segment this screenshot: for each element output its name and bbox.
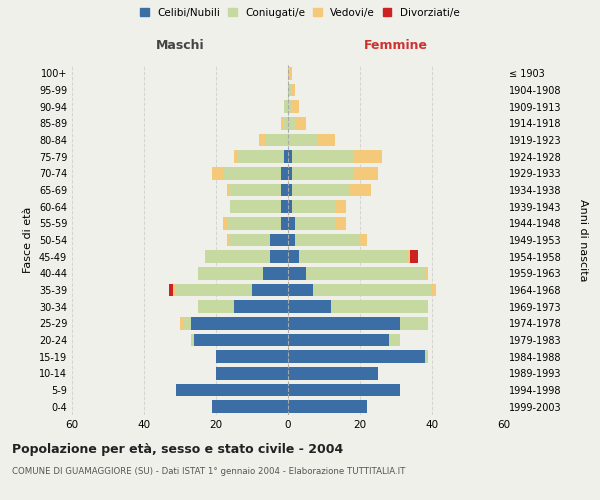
- Bar: [230, 184, 281, 196]
- Bar: [349, 184, 371, 196]
- Y-axis label: Anni di nascita: Anni di nascita: [578, 198, 588, 281]
- Bar: [227, 217, 281, 230]
- Bar: [266, 134, 288, 146]
- Bar: [205, 250, 270, 263]
- Bar: [270, 250, 288, 263]
- Bar: [176, 384, 288, 396]
- Bar: [432, 284, 436, 296]
- Bar: [270, 234, 288, 246]
- Bar: [234, 300, 288, 313]
- Bar: [216, 367, 288, 380]
- Bar: [212, 167, 223, 179]
- Bar: [292, 84, 295, 96]
- Bar: [407, 250, 410, 263]
- Bar: [169, 284, 173, 296]
- Bar: [288, 400, 367, 413]
- Bar: [194, 334, 288, 346]
- Bar: [259, 134, 266, 146]
- Bar: [331, 300, 428, 313]
- Bar: [281, 184, 288, 196]
- Bar: [184, 317, 191, 330]
- Bar: [295, 234, 360, 246]
- Bar: [353, 167, 378, 179]
- Text: Maschi: Maschi: [155, 38, 205, 52]
- Bar: [335, 217, 346, 230]
- Bar: [288, 350, 425, 363]
- Bar: [281, 200, 288, 213]
- Bar: [281, 117, 284, 130]
- Bar: [288, 200, 292, 213]
- Bar: [223, 167, 281, 179]
- Bar: [284, 100, 288, 113]
- Bar: [295, 117, 306, 130]
- Bar: [317, 134, 335, 146]
- Bar: [288, 67, 292, 80]
- Bar: [288, 134, 317, 146]
- Bar: [288, 367, 378, 380]
- Bar: [288, 300, 331, 313]
- Bar: [191, 334, 194, 346]
- Bar: [292, 150, 353, 163]
- Bar: [281, 217, 288, 230]
- Bar: [227, 184, 230, 196]
- Text: Popolazione per età, sesso e stato civile - 2004: Popolazione per età, sesso e stato civil…: [12, 442, 343, 456]
- Bar: [288, 84, 292, 96]
- Bar: [288, 384, 400, 396]
- Bar: [288, 234, 295, 246]
- Bar: [360, 234, 367, 246]
- Bar: [288, 284, 313, 296]
- Bar: [198, 267, 263, 280]
- Bar: [292, 100, 299, 113]
- Bar: [288, 317, 400, 330]
- Bar: [313, 284, 432, 296]
- Bar: [288, 334, 389, 346]
- Bar: [230, 200, 281, 213]
- Bar: [292, 167, 353, 179]
- Bar: [173, 284, 176, 296]
- Text: COMUNE DI GUAMAGGIORE (SU) - Dati ISTAT 1° gennaio 2004 - Elaborazione TUTTITALI: COMUNE DI GUAMAGGIORE (SU) - Dati ISTAT …: [12, 468, 406, 476]
- Bar: [295, 217, 335, 230]
- Bar: [288, 250, 299, 263]
- Text: Femmine: Femmine: [364, 38, 428, 52]
- Bar: [238, 150, 284, 163]
- Bar: [292, 184, 349, 196]
- Bar: [288, 267, 306, 280]
- Bar: [284, 150, 288, 163]
- Bar: [306, 267, 425, 280]
- Bar: [425, 267, 428, 280]
- Bar: [425, 350, 428, 363]
- Bar: [234, 150, 238, 163]
- Bar: [288, 217, 295, 230]
- Bar: [230, 234, 270, 246]
- Bar: [281, 167, 288, 179]
- Bar: [198, 300, 234, 313]
- Bar: [191, 317, 288, 330]
- Bar: [288, 100, 292, 113]
- Y-axis label: Fasce di età: Fasce di età: [23, 207, 33, 273]
- Bar: [288, 150, 292, 163]
- Bar: [252, 284, 288, 296]
- Bar: [288, 184, 292, 196]
- Bar: [263, 267, 288, 280]
- Bar: [353, 150, 382, 163]
- Bar: [292, 200, 335, 213]
- Bar: [400, 317, 428, 330]
- Bar: [227, 234, 230, 246]
- Bar: [410, 250, 418, 263]
- Bar: [299, 250, 407, 263]
- Bar: [176, 284, 252, 296]
- Bar: [288, 167, 292, 179]
- Legend: Celibi/Nubili, Coniugati/e, Vedovi/e, Divorziati/e: Celibi/Nubili, Coniugati/e, Vedovi/e, Di…: [140, 8, 460, 18]
- Bar: [335, 200, 346, 213]
- Bar: [180, 317, 184, 330]
- Bar: [212, 400, 288, 413]
- Bar: [288, 117, 295, 130]
- Bar: [223, 217, 227, 230]
- Bar: [216, 350, 288, 363]
- Bar: [284, 117, 288, 130]
- Bar: [389, 334, 400, 346]
